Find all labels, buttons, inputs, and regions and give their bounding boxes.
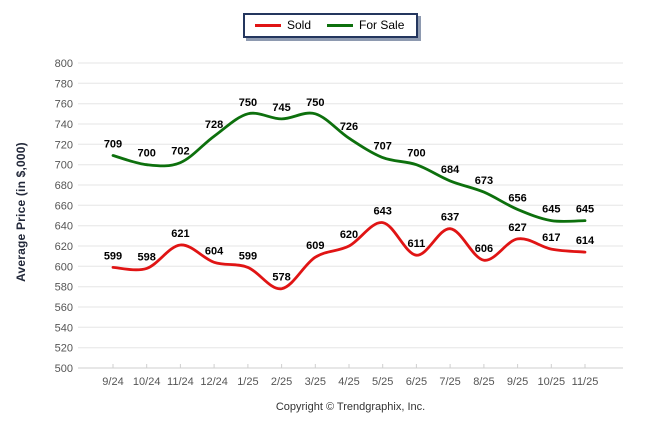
y-tick-label: 740 (55, 119, 73, 131)
y-tick-label: 680 (55, 180, 73, 192)
legend-item-for-sale: For Sale (327, 19, 404, 31)
for-sale-data-label: 728 (205, 119, 223, 131)
x-tick-label: 8/25 (473, 376, 494, 388)
for-sale-data-label: 709 (104, 139, 122, 151)
legend-item-sold: Sold (255, 19, 311, 31)
x-tick-label: 2/25 (271, 376, 292, 388)
copyright: Copyright © Trendgraphix, Inc. (275, 401, 426, 413)
sold-data-label: 606 (475, 243, 493, 255)
sold-line (111, 221, 587, 291)
for-sale-data-label: 750 (239, 97, 257, 109)
y-tick-label: 520 (55, 343, 73, 355)
for-sale-data-label: 656 (508, 192, 526, 204)
y-tick-label: 580 (55, 282, 73, 294)
for-sale-line (111, 111, 587, 223)
y-tick-label: 780 (55, 78, 73, 90)
x-tick-label: 9/24 (102, 376, 123, 388)
legend-label-for-sale: For Sale (359, 18, 405, 32)
sold-data-label: 643 (374, 206, 392, 218)
y-tick-label: 500 (55, 363, 73, 375)
y-tick-label: 800 (55, 58, 73, 70)
x-tick-label: 12/24 (200, 376, 228, 388)
legend-label-sold: Sold (287, 18, 312, 32)
x-tick-label: 10/25 (538, 376, 566, 388)
y-tick-label: 760 (55, 99, 73, 111)
for-sale-data-label: 673 (475, 175, 493, 187)
x-tick-label: 7/25 (439, 376, 460, 388)
x-tick-label: 4/25 (338, 376, 359, 388)
sold-data-label: 627 (508, 222, 526, 234)
for-sale-data-label: 700 (138, 148, 156, 160)
sold-data-label: 599 (239, 250, 257, 262)
y-tick-label: 700 (55, 160, 73, 172)
for-sale-data-label: 645 (542, 204, 560, 216)
sold-line-swatch (255, 23, 281, 27)
sold-data-label: 578 (272, 272, 290, 284)
y-tick-label: 660 (55, 200, 73, 212)
x-tick-label: 11/24 (167, 376, 194, 388)
x-tick-label: 9/25 (507, 376, 528, 388)
for-sale-line-swatch (327, 23, 354, 27)
sold-data-label: 614 (576, 235, 595, 247)
x-tick-label: 10/24 (133, 376, 161, 388)
for-sale-data-label: 726 (340, 121, 358, 133)
x-tick-label: 11/25 (572, 376, 599, 388)
for-sale-data-label: 750 (306, 97, 324, 109)
sold-data-label: 598 (138, 251, 156, 263)
x-tick-label: 1/25 (237, 376, 258, 388)
x-tick-label: 6/25 (406, 376, 427, 388)
for-sale-data-label: 707 (374, 141, 392, 153)
y-tick-label: 540 (55, 322, 73, 334)
for-sale-data-label: 645 (576, 204, 594, 216)
for-sale-data-label: 684 (441, 164, 460, 176)
legend: Sold For Sale (243, 13, 419, 38)
sold-data-label: 621 (171, 228, 189, 240)
y-tick-label: 720 (55, 139, 73, 151)
sold-data-label: 599 (104, 250, 122, 262)
sold-data-label: 611 (408, 238, 426, 250)
sold-data-label: 617 (542, 232, 560, 244)
y-tick-label: 560 (55, 302, 73, 314)
for-sale-data-label: 700 (407, 148, 425, 160)
sold-data-label: 609 (306, 240, 324, 252)
x-tick-label: 3/25 (305, 376, 326, 388)
for-sale-data-label: 702 (171, 146, 189, 158)
y-tick-label: 600 (55, 261, 73, 273)
x-tick-label: 5/25 (372, 376, 393, 388)
y-tick-label: 640 (55, 221, 73, 233)
sold-data-label: 637 (441, 212, 459, 224)
sold-data-label: 620 (340, 229, 358, 241)
sold-data-label: 604 (205, 245, 224, 257)
for-sale-data-label: 745 (272, 102, 290, 114)
y-tick-label: 620 (55, 241, 73, 253)
